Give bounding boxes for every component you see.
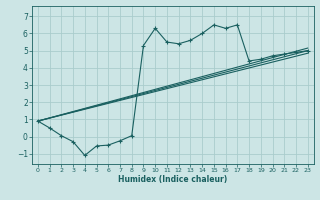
X-axis label: Humidex (Indice chaleur): Humidex (Indice chaleur) (118, 175, 228, 184)
